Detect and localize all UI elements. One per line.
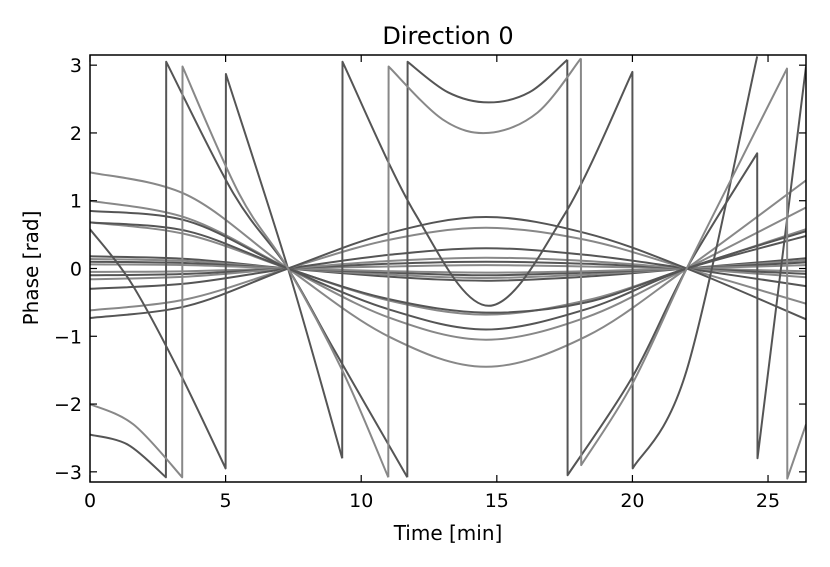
- plot-lines: [90, 56, 806, 480]
- x-tick-label: 5: [220, 490, 232, 512]
- series-line-22: [387, 57, 582, 478]
- series-line-19: [406, 58, 568, 478]
- x-tick-label: 15: [485, 490, 509, 512]
- series-line-15: [90, 209, 806, 331]
- y-tick-label: −1: [54, 326, 82, 348]
- y-tick-label: 0: [70, 259, 82, 281]
- series-line-18: [90, 60, 409, 479]
- x-axis-label: Time [min]: [393, 521, 503, 545]
- chart-title: Direction 0: [382, 22, 513, 50]
- y-tick-label: 2: [70, 123, 82, 145]
- axis-ticks: 0 5 10 15 20 25 −3 −2 −1 0 1 2 3: [54, 55, 806, 512]
- y-tick-label: 3: [70, 55, 82, 77]
- x-tick-label: 20: [620, 490, 644, 512]
- series-line-8: [90, 247, 806, 290]
- y-tick-label: −2: [54, 394, 82, 416]
- series-line-20: [566, 59, 806, 477]
- x-tick-label: 10: [349, 490, 373, 512]
- series-line-17: [341, 56, 759, 470]
- y-tick-label: 1: [70, 191, 82, 213]
- series-line-23: [579, 58, 806, 480]
- x-tick-label: 0: [84, 490, 96, 512]
- y-axis-label: Phase [rad]: [19, 211, 43, 326]
- series-line-21: [90, 65, 390, 479]
- y-tick-label: −3: [54, 462, 82, 484]
- series-line-16: [90, 73, 344, 470]
- x-tick-label: 25: [756, 490, 780, 512]
